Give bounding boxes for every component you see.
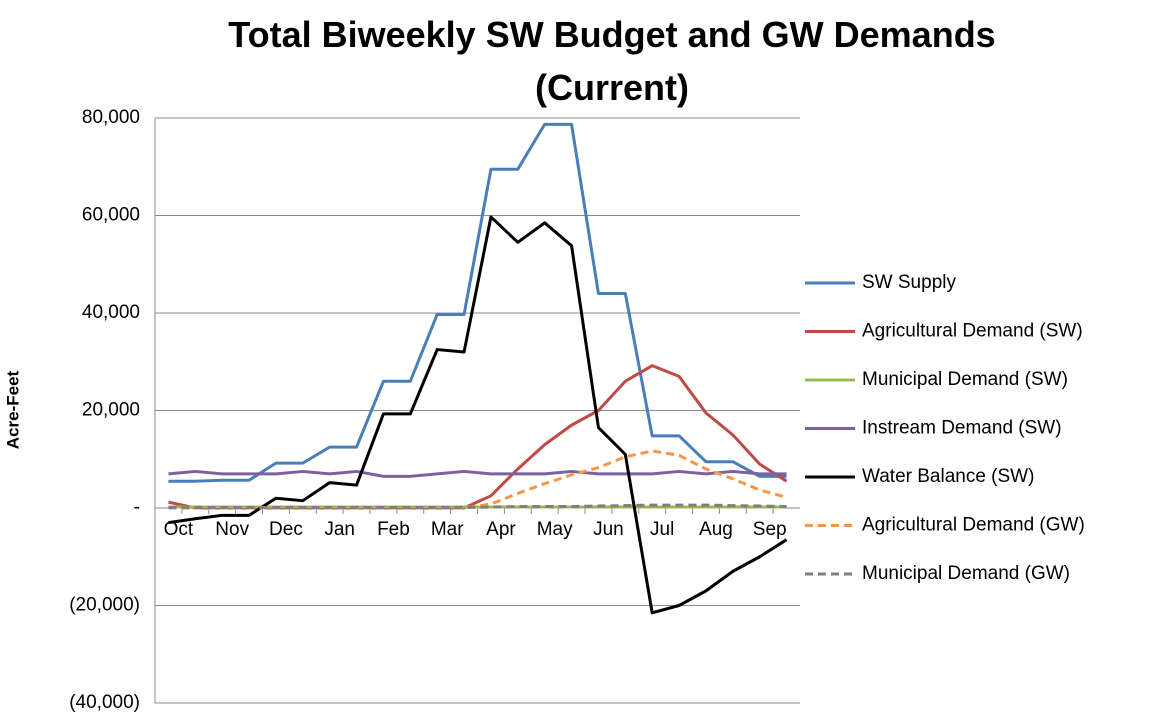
x-tick-label: Aug — [699, 519, 733, 540]
y-tick-label: (40,000) — [69, 692, 140, 713]
x-tick-label: Nov — [215, 519, 249, 540]
legend-label: Municipal Demand (SW) — [862, 369, 1068, 390]
y-tick-label: 20,000 — [82, 400, 140, 421]
x-tick-label: Dec — [269, 519, 303, 540]
series-line — [168, 364, 788, 510]
x-tick-label: Mar — [431, 519, 464, 540]
y-tick-label: - — [134, 497, 140, 518]
y-axis-label: Acre-Feet — [3, 370, 22, 449]
x-tick-label: Jun — [593, 519, 624, 540]
legend-label: Instream Demand (SW) — [862, 418, 1062, 439]
x-tick-label: Feb — [377, 519, 410, 540]
series-line — [168, 449, 787, 510]
legend-label: Agricultural Demand (GW) — [862, 515, 1085, 536]
x-tick-label: Sep — [753, 519, 787, 540]
series-line — [168, 122, 787, 483]
series-line — [168, 215, 788, 615]
y-tick-label: 80,000 — [82, 107, 140, 128]
legend-label: SW Supply — [862, 272, 956, 293]
chart-title: Total Biweekly SW Budget and GW Demands … — [228, 14, 996, 108]
legend-label: Agricultural Demand (SW) — [862, 321, 1083, 342]
x-tick-label: Oct — [164, 519, 194, 540]
legend-label: Water Balance (SW) — [862, 466, 1034, 487]
y-tick-label: 40,000 — [82, 302, 140, 323]
y-tick-label: (20,000) — [69, 595, 140, 616]
y-tick-label: 60,000 — [82, 205, 140, 226]
x-tick-label: Apr — [486, 519, 516, 540]
x-tick-label: Jul — [650, 519, 674, 540]
series-line — [168, 469, 787, 478]
legend-label: Municipal Demand (GW) — [862, 563, 1070, 584]
x-tick-label: Jan — [324, 519, 355, 540]
x-tick-label: May — [537, 519, 573, 540]
